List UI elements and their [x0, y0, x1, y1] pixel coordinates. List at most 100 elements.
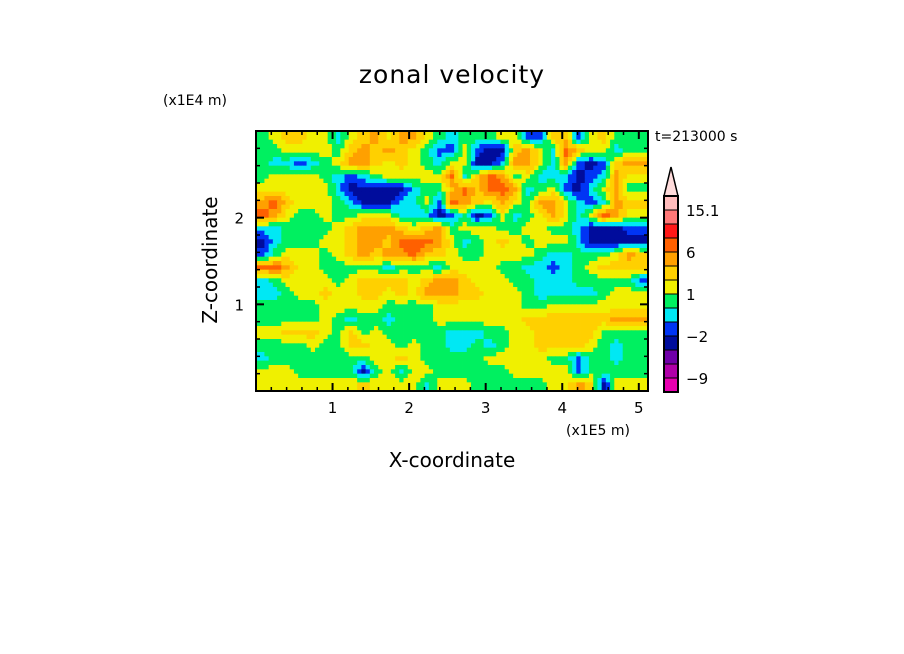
heatmap-cell	[551, 343, 556, 349]
heatmap-cell	[340, 191, 345, 197]
heatmap-cell	[319, 243, 324, 249]
heatmap-cell	[517, 343, 522, 349]
heatmap-cell	[454, 204, 459, 210]
heatmap-cell	[420, 178, 426, 184]
heatmap-cell	[256, 157, 261, 162]
heatmap-cell	[504, 148, 510, 154]
heatmap-cell	[555, 230, 560, 236]
heatmap-cell	[639, 317, 645, 323]
heatmap-cell	[395, 157, 400, 162]
heatmap-cell	[365, 135, 371, 141]
heatmap-cell	[462, 252, 468, 258]
heatmap-cell	[567, 170, 573, 175]
heatmap-cell	[441, 343, 447, 349]
heatmap-cell	[306, 209, 312, 214]
heatmap-cell	[513, 291, 518, 297]
heatmap-cell	[635, 187, 640, 193]
heatmap-cell	[475, 360, 480, 366]
heatmap-cell	[416, 274, 421, 279]
heatmap-cell	[538, 170, 544, 175]
heatmap-cell	[458, 191, 463, 197]
heatmap-cell	[458, 226, 463, 232]
heatmap-cell	[513, 317, 518, 323]
heatmap-cell	[563, 157, 569, 162]
heatmap-cell	[369, 278, 375, 284]
heatmap-cell	[420, 330, 426, 336]
heatmap-cell	[369, 317, 375, 323]
heatmap-cell	[407, 213, 413, 219]
heatmap-cell	[462, 282, 468, 288]
heatmap-cell	[542, 144, 548, 149]
heatmap-cell	[378, 282, 383, 288]
heatmap-cell	[517, 278, 522, 284]
heatmap-cell	[580, 278, 586, 284]
heatmap-cell	[357, 144, 362, 149]
heatmap-cell	[479, 131, 485, 136]
heatmap-cell	[555, 295, 560, 301]
heatmap-cell	[466, 352, 472, 357]
heatmap-cell	[390, 161, 396, 167]
heatmap-cell	[445, 157, 451, 162]
heatmap-cell	[390, 209, 396, 214]
heatmap-cell	[534, 287, 539, 292]
heatmap-cell	[315, 200, 320, 206]
heatmap-cell	[433, 144, 438, 149]
heatmap-cell	[369, 295, 375, 301]
heatmap-cell	[504, 300, 510, 305]
heatmap-cell	[639, 183, 645, 188]
heatmap-cell	[462, 287, 468, 292]
heatmap-cell	[352, 135, 358, 141]
heatmap-cell	[534, 139, 539, 145]
heatmap-cell	[584, 330, 590, 336]
heatmap-cell	[260, 274, 265, 279]
heatmap-cell	[428, 135, 434, 141]
heatmap-cell	[281, 209, 286, 214]
heatmap-cell	[626, 196, 632, 201]
heatmap-cell	[323, 204, 329, 210]
heatmap-cell	[399, 347, 404, 353]
heatmap-cell	[563, 226, 569, 232]
heatmap-cell	[483, 243, 489, 249]
heatmap-cell	[352, 174, 358, 180]
heatmap-cell	[496, 339, 501, 344]
heatmap-cell	[277, 183, 282, 188]
heatmap-cell	[538, 261, 544, 266]
heatmap-cell	[567, 300, 573, 305]
heatmap-cell	[306, 213, 312, 219]
heatmap-cell	[563, 291, 569, 297]
heatmap-cell	[529, 343, 535, 349]
heatmap-cell	[631, 252, 636, 258]
heatmap-cell	[458, 165, 463, 171]
heatmap-cell	[382, 287, 388, 292]
heatmap-cell	[614, 144, 619, 149]
heatmap-cell	[386, 165, 392, 171]
heatmap-cell	[496, 356, 501, 362]
heatmap-cell	[433, 157, 438, 162]
heatmap-cell	[369, 152, 375, 158]
heatmap-cell	[631, 152, 636, 158]
heatmap-cell	[327, 300, 333, 305]
heatmap-cell	[268, 196, 274, 201]
heatmap-cell	[386, 139, 392, 145]
heatmap-cell	[277, 226, 282, 232]
heatmap-cell	[631, 191, 636, 197]
heatmap-cell	[386, 191, 392, 197]
heatmap-cell	[407, 326, 413, 331]
heatmap-cell	[593, 278, 598, 284]
heatmap-cell	[626, 161, 632, 167]
heatmap-cell	[538, 313, 544, 318]
heatmap-cell	[382, 291, 388, 297]
heatmap-cell	[626, 243, 632, 249]
heatmap-cell	[479, 217, 485, 223]
heatmap-cell	[555, 352, 560, 357]
heatmap-cell	[563, 287, 569, 292]
heatmap-cell	[504, 321, 510, 327]
heatmap-cell	[504, 347, 510, 353]
heatmap-cell	[504, 356, 510, 362]
heatmap-cell	[470, 213, 476, 219]
heatmap-cell	[500, 170, 506, 175]
heatmap-cell	[525, 170, 531, 175]
heatmap-cell	[352, 139, 358, 145]
heatmap-cell	[517, 261, 522, 266]
heatmap-cell	[546, 178, 552, 184]
